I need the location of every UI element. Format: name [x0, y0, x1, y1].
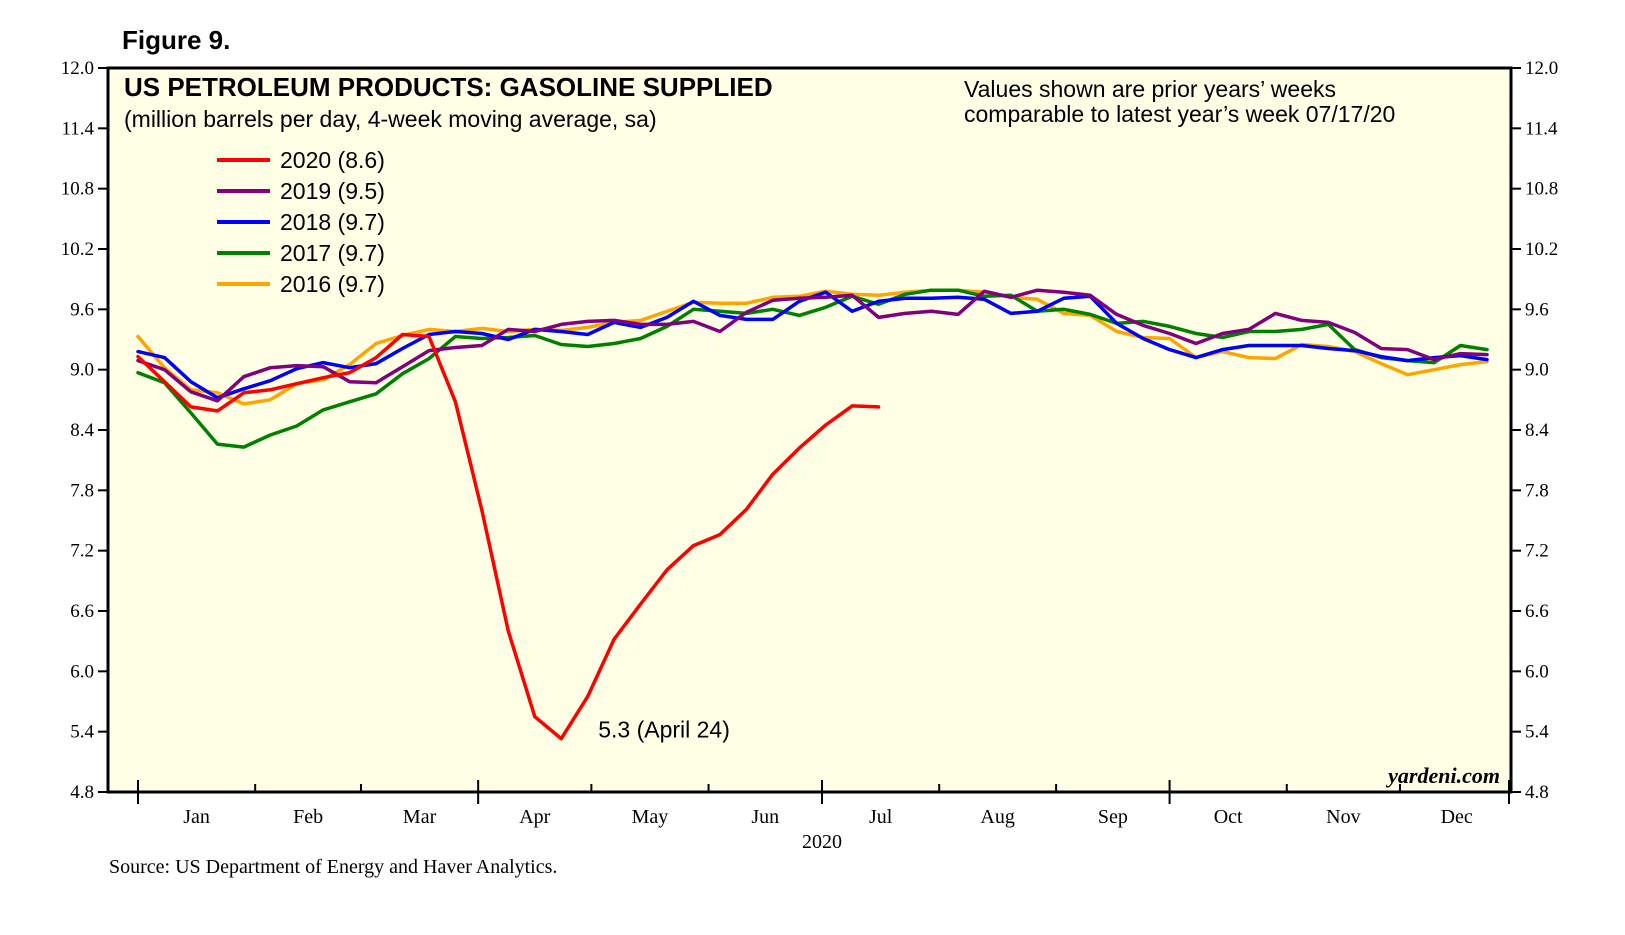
series-line-2019 — [136, 288, 1489, 403]
y-tick-label-right: 10.2 — [1525, 239, 1558, 260]
y-tick-label-left: 6.0 — [70, 661, 94, 682]
y-tick-label-right: 11.4 — [1525, 118, 1558, 139]
x-tick-label: Nov — [1326, 806, 1360, 828]
legend-label: 2016 (9.7) — [280, 271, 385, 297]
y-tick-label-left: 5.4 — [70, 722, 94, 743]
y-tick-label-left: 9.0 — [70, 360, 94, 381]
chart-title: US PETROLEUM PRODUCTS: GASOLINE SUPPLIED — [124, 72, 773, 102]
x-tick-label: Feb — [293, 806, 323, 828]
series-line-2016 — [136, 288, 1489, 406]
legend-label: 2018 (9.7) — [280, 209, 385, 235]
y-axis-right: 12.0 11.4 10.8 10.2 9.6 9.0 8.4 7.8 7.2 6.6 6.0 5.4… — [1511, 58, 1558, 803]
y-tick-label-right: 6.6 — [1525, 601, 1549, 622]
y-tick-label-left: 7.2 — [70, 541, 94, 562]
y-tick-label-right: 5.4 — [1525, 722, 1549, 743]
chart-subtitle: (million barrels per day, 4-week moving … — [124, 106, 657, 132]
x-tick-label: Oct — [1214, 806, 1243, 828]
x-tick-label: Apr — [519, 806, 550, 828]
y-tick-label-right: 7.2 — [1525, 541, 1549, 562]
legend-label: 2020 (8.6) — [280, 147, 385, 173]
series-line-2017 — [136, 288, 1489, 449]
y-tick-label-right: 10.8 — [1525, 179, 1558, 200]
y-tick-label-right: 12.0 — [1525, 58, 1558, 79]
figure-label: Figure 9. — [122, 25, 230, 55]
y-tick-label-left: 10.8 — [61, 179, 94, 200]
x-tick-label: Jan — [183, 806, 210, 828]
watermark: yardeni.com — [1385, 763, 1500, 788]
x-tick-label: Sep — [1098, 806, 1128, 828]
note-line-1: Values shown are prior years’ weeks — [964, 76, 1336, 102]
legend: 2020 (8.6) 2019 (9.5) 2018 (9.7) 2017 (9.7)… — [217, 147, 385, 297]
x-tick-label: Dec — [1441, 806, 1473, 828]
y-tick-label-right: 9.6 — [1525, 299, 1549, 320]
y-tick-label-left: 12.0 — [61, 58, 94, 79]
series-line-2020 — [136, 332, 881, 741]
y-tick-label-right: 4.8 — [1525, 782, 1549, 803]
x-tick-label: Aug — [980, 806, 1014, 828]
y-tick-label-right: 9.0 — [1525, 360, 1549, 381]
y-tick-label-right: 6.0 — [1525, 661, 1549, 682]
x-tick-label: Mar — [403, 806, 437, 828]
x-tick-label: Jun — [751, 806, 779, 828]
y-tick-label-left: 10.2 — [61, 239, 94, 260]
y-tick-label-left: 6.6 — [70, 601, 94, 622]
y-tick-label-left: 7.8 — [70, 480, 94, 501]
x-axis-label: 2020 — [802, 831, 842, 853]
y-tick-label-left: 8.4 — [70, 420, 94, 441]
annotation-low-point: 5.3 (April 24) — [598, 717, 730, 743]
legend-label: 2019 (9.5) — [280, 178, 385, 204]
y-tick-label-left: 4.8 — [70, 782, 94, 803]
y-tick-label-right: 7.8 — [1525, 480, 1549, 501]
x-tick-label: May — [632, 806, 669, 828]
series-lines — [136, 288, 1489, 741]
plot-area — [106, 66, 1513, 794]
legend-label: 2017 (9.7) — [280, 240, 385, 266]
y-tick-label-left: 9.6 — [70, 299, 94, 320]
note-line-2: comparable to latest year’s week 07/17/2… — [964, 101, 1395, 127]
y-tick-label-left: 11.4 — [61, 118, 94, 139]
y-tick-label-right: 8.4 — [1525, 420, 1549, 441]
x-tick-label: Jul — [869, 806, 893, 828]
x-axis: Jan Feb Mar Apr May Jun Jul Aug Sep Oct Nov Dec — [137, 780, 1510, 828]
source-note: Source: US Department of Energy and Have… — [109, 856, 557, 878]
y-axis-left: 12.0 11.4 10.8 10.2 9.6 9.0 8.4 7.8 7.2 6.6 6.0 5.4… — [61, 58, 108, 803]
